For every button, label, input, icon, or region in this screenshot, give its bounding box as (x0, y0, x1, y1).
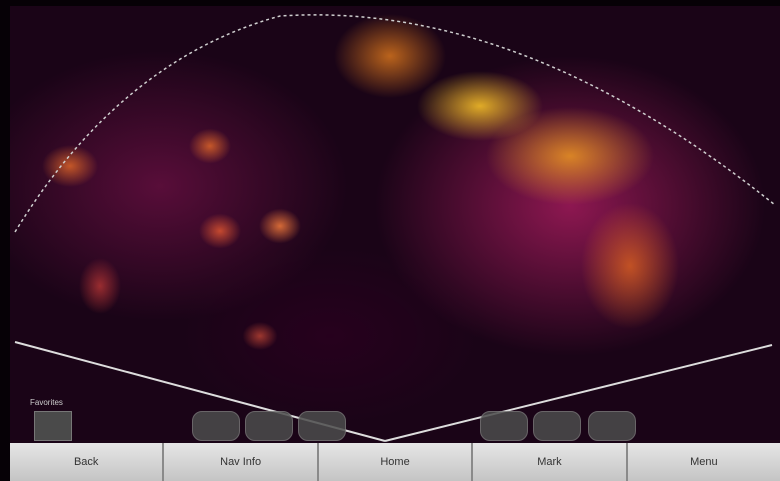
control-button[interactable] (298, 411, 346, 441)
control-button[interactable] (533, 411, 581, 441)
menu-button[interactable]: Mark (473, 443, 628, 481)
menu-button[interactable]: Back (10, 443, 165, 481)
button-bar: Back Nav Info Home Mark Menu (10, 443, 780, 481)
favorites-button[interactable] (34, 411, 72, 441)
control-button[interactable] (192, 411, 240, 441)
favorites-label: Favorites (30, 398, 63, 407)
control-button[interactable] (245, 411, 293, 441)
control-button[interactable] (588, 411, 636, 441)
menu-button[interactable]: Menu (627, 443, 780, 481)
fan-edge (384, 344, 773, 442)
range-arc (14, 14, 776, 233)
control-button[interactable] (480, 411, 528, 441)
sonar-image (10, 6, 780, 443)
menu-button[interactable]: Nav Info (164, 443, 319, 481)
menu-button[interactable]: Home (318, 443, 474, 481)
